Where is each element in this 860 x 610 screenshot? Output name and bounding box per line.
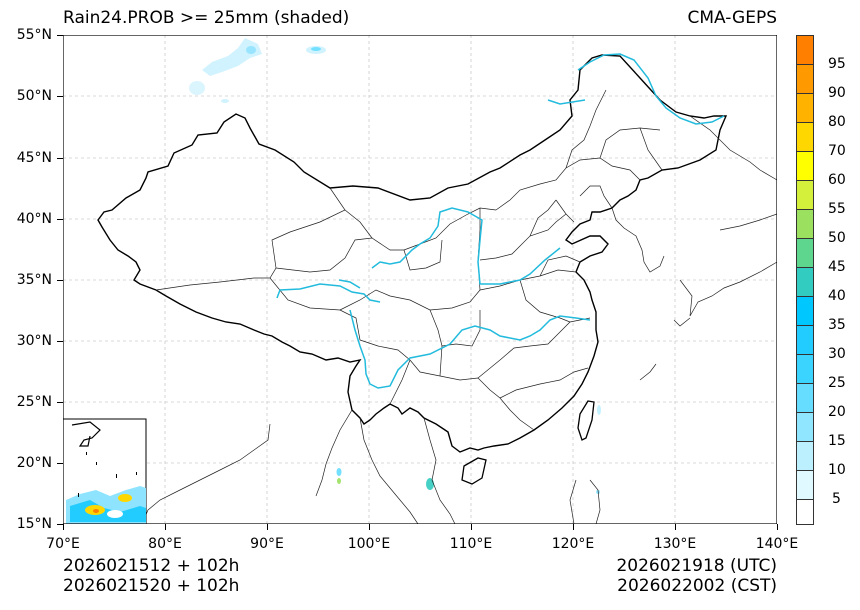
colorbar-label: 25 [828, 375, 846, 391]
colorbar-label: 30 [828, 346, 846, 362]
lat-label-30: 30°N [16, 333, 52, 349]
lon-label-90: 90°E [250, 536, 284, 552]
colorbar [796, 35, 814, 525]
map-title: Rain24.PROB >= 25mm (shaded) [63, 8, 350, 28]
lon-label-130: 130°E [653, 536, 697, 552]
colorbar-swatch [797, 268, 813, 297]
lon-label-70: 70°E [46, 536, 80, 552]
inset-map [62, 418, 147, 525]
map-plot-area[interactable] [62, 34, 778, 525]
lat-label-35: 35°N [16, 272, 52, 288]
colorbar-swatch [797, 471, 813, 500]
lon-label-80: 80°E [148, 536, 182, 552]
map-canvas [62, 34, 778, 525]
colorbar-label: 10 [828, 462, 846, 478]
lat-label-45: 45°N [16, 150, 52, 166]
colorbar-swatch [797, 326, 813, 355]
model-name: CMA-GEPS [687, 8, 777, 28]
lat-label-25: 25°N [16, 394, 52, 410]
lon-label-140: 140°E [755, 536, 799, 552]
colorbar-swatch [797, 384, 813, 413]
colorbar-swatch [797, 123, 813, 152]
rivers [276, 53, 725, 389]
colorbar-swatch [797, 239, 813, 268]
colorbar-swatch [797, 152, 813, 181]
valid-time-utc: 2026021918 (UTC) [616, 556, 777, 576]
colorbar-label: 40 [828, 288, 846, 304]
colorbar-label: 35 [828, 317, 846, 333]
taiwan-island [577, 400, 595, 441]
valid-time-block: 2026021918 (UTC) 2026022002 (CST) [616, 556, 777, 596]
colorbar-label: 60 [828, 172, 846, 188]
neighbor-borders [141, 115, 778, 525]
lon-label-120: 120°E [551, 536, 595, 552]
colorbar-swatch [797, 355, 813, 384]
lon-label-110: 110°E [449, 536, 493, 552]
colorbar-label: 45 [828, 259, 846, 275]
init-time-utc: 2026021512 + 102h [63, 556, 240, 576]
colorbar-label: 15 [828, 433, 846, 449]
colorbar-swatch [797, 36, 813, 65]
colorbar-swatch [797, 442, 813, 471]
lat-label-15: 15°N [16, 516, 52, 532]
colorbar-label: 80 [828, 114, 846, 130]
lon-label-100: 100°E [347, 536, 391, 552]
colorbar-label: 5 [832, 491, 841, 507]
colorbar-swatch [797, 297, 813, 326]
init-time-block: 2026021512 + 102h 2026021520 + 102h [63, 556, 239, 596]
colorbar-label: 95 [828, 56, 846, 72]
lat-label-40: 40°N [16, 211, 52, 227]
colorbar-swatch [797, 210, 813, 239]
colorbar-label: 50 [828, 230, 846, 246]
colorbar-label: 90 [828, 85, 846, 101]
colorbar-swatch [797, 413, 813, 442]
colorbar-swatch [797, 500, 813, 524]
lat-label-50: 50°N [16, 88, 52, 104]
probability-shading [189, 38, 601, 494]
colorbar-swatch [797, 94, 813, 123]
colorbar-label: 70 [828, 143, 846, 159]
national-border [97, 54, 728, 453]
colorbar-swatch [797, 181, 813, 210]
colorbar-label: 20 [828, 404, 846, 420]
hainan-island [461, 457, 487, 485]
valid-time-cst: 2026022002 (CST) [617, 576, 777, 596]
gridlines [63, 35, 777, 524]
lat-label-55: 55°N [16, 27, 52, 43]
lat-label-20: 20°N [16, 455, 52, 471]
colorbar-label: 55 [828, 201, 846, 217]
colorbar-swatch [797, 65, 813, 94]
init-time-cst: 2026021520 + 102h [63, 576, 240, 596]
